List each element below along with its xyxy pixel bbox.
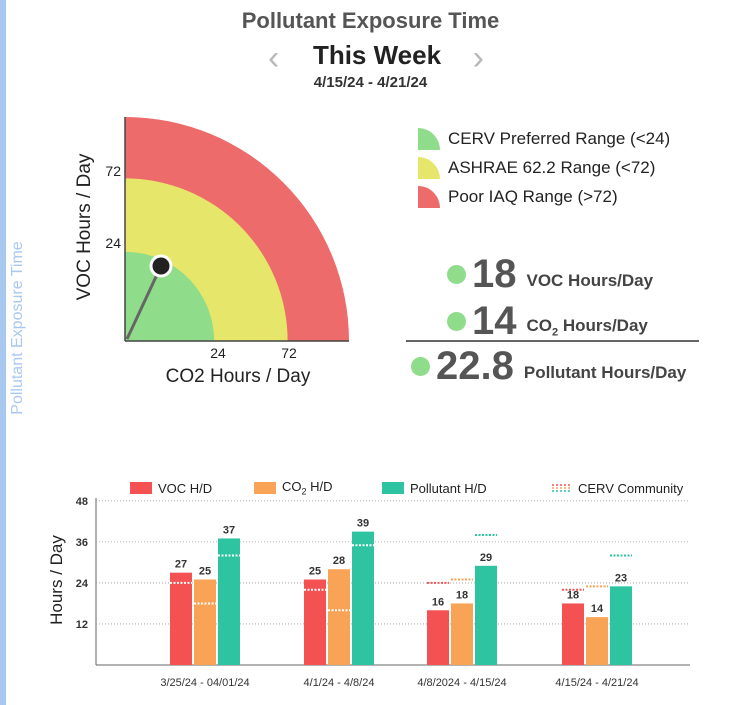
bar-y-tick: 36 (76, 537, 88, 549)
bar-2 (586, 617, 608, 665)
gauge-layer: 24 72 24 72 CO2 Hours / Day VOC Hours / Day (74, 117, 349, 387)
bar-value-label: 18 (456, 589, 468, 601)
bar-category-label: 3/25/24 - 04/01/24 (160, 677, 249, 689)
bar-1 (427, 610, 449, 665)
gauge-x-tick: 24 (210, 345, 226, 361)
bar-1 (170, 572, 192, 665)
co2-stat-label: CO2 Hours/Day (527, 316, 648, 338)
quarter-circle-icon (418, 157, 440, 179)
co2-stat-value: 14 (472, 299, 517, 343)
legend-pollutant-label: Pollutant H/D (410, 480, 487, 496)
bar-3 (475, 565, 497, 665)
legend-pollutant: Pollutant H/D (382, 478, 487, 498)
legend-co2-suffix: H/D (306, 479, 333, 495)
co2-stat-dot (447, 312, 466, 331)
gauge-y-tick: 72 (105, 163, 121, 179)
legend-pollutant-swatch (382, 482, 404, 494)
stats-divider (406, 340, 699, 342)
bar-2 (451, 603, 473, 665)
pollutant-stat-value: 22.8 (436, 344, 514, 388)
voc-stat-dot (447, 265, 466, 284)
legend-community-label: CERV Community (578, 480, 684, 496)
bar-chart: 12 24 36 48 Hours / Day 27 25 37 3/25/24 - 04/01… (47, 496, 690, 689)
quarter-circle-icon (418, 128, 440, 150)
bar-y-tick: 12 (76, 619, 88, 631)
bar-value-label: 16 (432, 596, 444, 608)
bar-category-label: 4/8/2024 - 4/15/24 (417, 677, 506, 689)
co2-label-suffix: Hours/Day (558, 316, 648, 336)
bar-3 (218, 538, 240, 665)
legend-co2-swatch (254, 482, 276, 494)
legend-voc-swatch (130, 482, 152, 494)
co2-stat: 14 CO2 Hours/Day (447, 299, 648, 344)
bar-1 (304, 579, 326, 665)
bar-3 (352, 531, 374, 665)
bar-value-label: 25 (199, 566, 211, 578)
bar-y-tick: 48 (76, 496, 88, 508)
gauge-legend-item: Poor IAQ Range (>72) (418, 185, 618, 209)
pollutant-stat: 22.8 Pollutant Hours/Day (411, 344, 686, 389)
bar-y-tick: 24 (76, 578, 89, 590)
side-accent-bar (0, 0, 6, 705)
pollutant-stat-label: Pollutant Hours/Day (523, 362, 687, 382)
quarter-circle-icon (418, 186, 440, 208)
gauge-y-label: VOC Hours / Day (74, 153, 95, 300)
period-selector: ‹ This Week › (262, 38, 492, 78)
period-label: This Week (312, 40, 442, 70)
gauge-point (149, 254, 173, 278)
legend-co2-prefix: CO (282, 479, 302, 495)
gauge-x-label: CO2 Hours / Day (166, 366, 311, 387)
pollutant-stat-dot (411, 357, 430, 376)
legend-community-icon (552, 484, 572, 492)
bar-3 (610, 586, 632, 665)
bar-category-label: 4/1/24 - 4/8/24 (304, 677, 375, 689)
voc-stat: 18 VOC Hours/Day (447, 252, 653, 297)
chevron-left-icon[interactable]: ‹ (268, 39, 280, 77)
gauge-legend-label: CERV Preferred Range (<24) (448, 129, 671, 148)
bar-value-label: 37 (223, 524, 235, 536)
legend-co2-sub: 2 (301, 486, 307, 497)
gauge-band-1 (125, 251, 215, 341)
gauge-legend-item: CERV Preferred Range (<24) (418, 127, 670, 151)
gauge-y-tick: 24 (105, 235, 121, 251)
bar-value-label: 14 (591, 603, 604, 615)
bar-value-label: 23 (615, 572, 627, 584)
bar-category-label: 4/15/24 - 4/21/24 (555, 677, 638, 689)
legend-voc: VOC H/D (130, 478, 212, 498)
bar-value-label: 29 (480, 552, 492, 564)
gauge-legend-item: ASHRAE 62.2 Range (<72) (418, 156, 655, 180)
gauge-legend-label: ASHRAE 62.2 Range (<72) (448, 158, 656, 177)
bar-2 (194, 579, 216, 665)
bar-value-label: 28 (333, 555, 345, 567)
legend-voc-label: VOC H/D (158, 480, 213, 496)
co2-label-prefix: CO (526, 316, 553, 336)
chevron-right-icon[interactable]: › (472, 39, 484, 77)
date-range: 4/15/24 - 4/21/24 (313, 74, 428, 91)
bar-2 (328, 569, 350, 665)
legend-co2-label: CO2 H/D (282, 479, 333, 497)
bar-value-label: 25 (309, 566, 321, 578)
gauge-needle (125, 265, 163, 340)
bar-value-label: 39 (357, 518, 369, 530)
voc-stat-label: VOC Hours/Day (526, 270, 654, 290)
gauge-legend-label: Poor IAQ Range (>72) (448, 187, 618, 206)
bar-value-label: 18 (567, 589, 579, 601)
gauge-x-tick: 72 (281, 345, 297, 361)
voc-stat-value: 18 (472, 252, 517, 296)
bar-value-label: 27 (175, 559, 187, 571)
legend-community: CERV Community (552, 478, 683, 498)
legend-co2: CO2 H/D (254, 478, 333, 498)
co2-label-sub: 2 (552, 326, 559, 339)
bar-1 (562, 603, 584, 665)
bar-y-label: Hours / Day (47, 535, 66, 625)
page-title: Pollutant Exposure Time (241, 8, 500, 33)
